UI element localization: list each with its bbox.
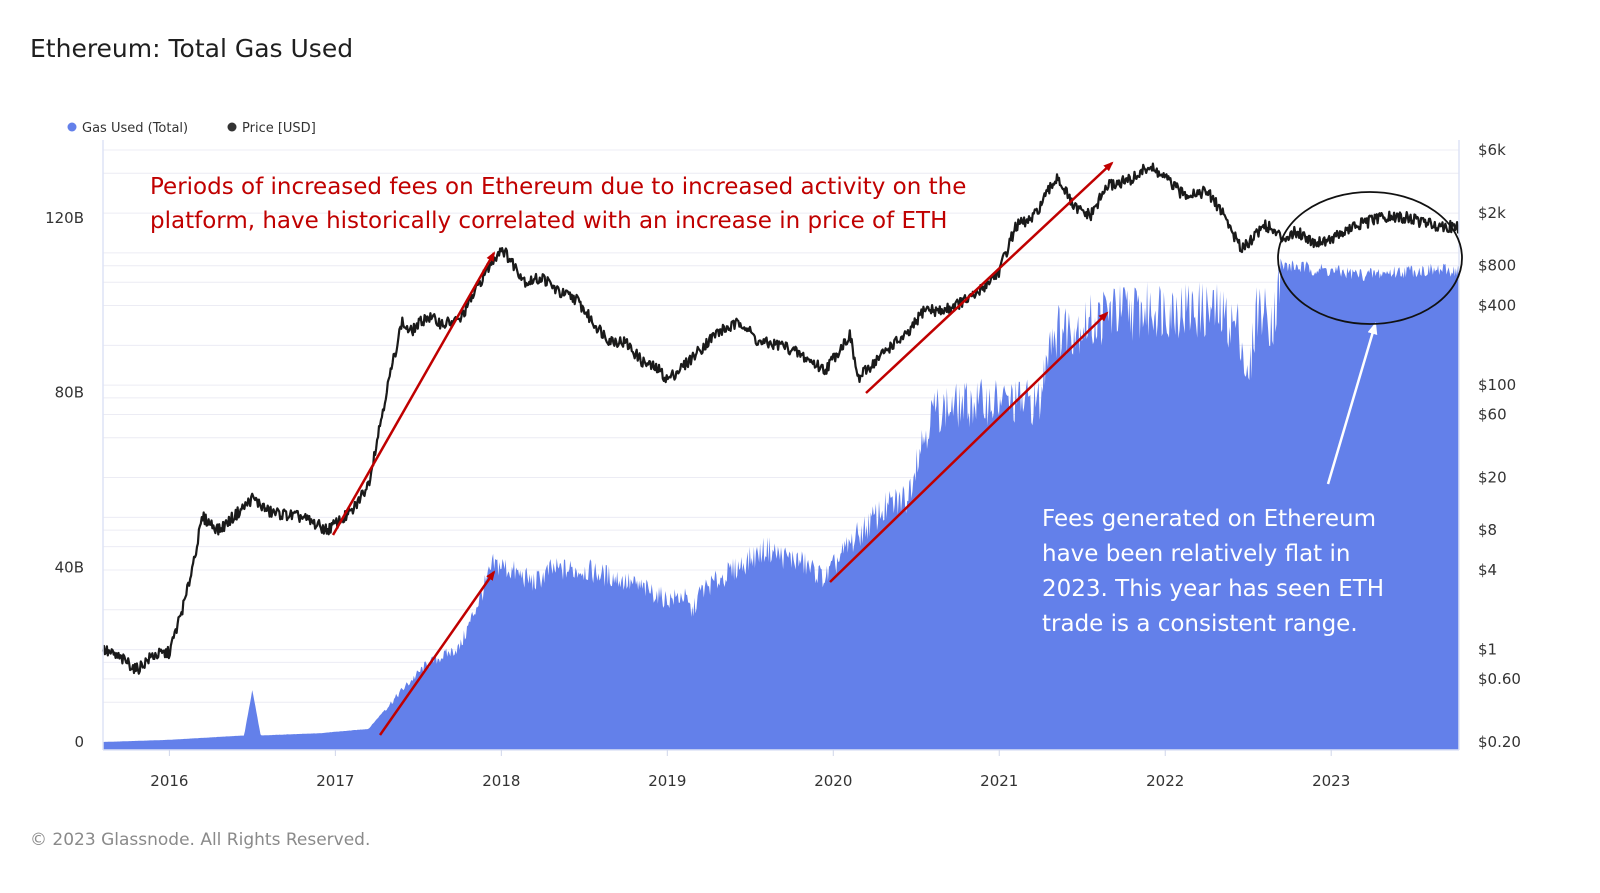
right-tick-label: $400 (1478, 297, 1516, 315)
gas-area-layer (103, 258, 1459, 750)
price-legend-dot (227, 122, 237, 132)
annotation-bottom-line: trade is a consistent range. (1042, 611, 1358, 637)
right-tick-label: $6k (1478, 141, 1506, 159)
left-tick-label: 0 (74, 733, 84, 751)
x-tick-label: 2016 (150, 772, 188, 790)
x-tick-label: 2021 (980, 772, 1018, 790)
left-tick-label: 40B (55, 558, 84, 576)
red-trend-arrow (378, 570, 496, 736)
price-series (101, 162, 1460, 675)
right-tick-label: $1 (1478, 641, 1497, 659)
legend-label: Gas Used (Total) (82, 121, 188, 136)
copyright-footer: © 2023 Glassnode. All Rights Reserved. (30, 830, 371, 850)
right-tick-label: $2k (1478, 204, 1506, 222)
right-tick-label: $60 (1478, 405, 1507, 423)
annotation-bottom-line: have been relatively flat in (1042, 541, 1350, 567)
red-trend-arrow (331, 251, 496, 536)
right-tick-label: $800 (1478, 257, 1516, 275)
annotation-top-line: platform, have historically correlated w… (150, 208, 947, 234)
axes: 0 40B 80B 120B $6k $2k $800 $400 $100 $60 $20 $8 $4 $… (45, 140, 1521, 790)
annotations: Periods of increased fees on Ethereum du… (150, 174, 1384, 637)
chart-legend[interactable]: Gas Used (Total) Price [USD] (67, 121, 316, 136)
annotation-arrows (331, 161, 1463, 736)
left-tick-label: 80B (55, 384, 84, 402)
x-tick-label: 2023 (1312, 772, 1350, 790)
annotation-bottom-line: 2023. This year has seen ETH (1042, 576, 1384, 602)
white-arrow (1326, 322, 1378, 485)
right-tick-label: $8 (1478, 521, 1497, 539)
right-tick-label: $0.60 (1478, 670, 1521, 688)
annotation-top-line: Periods of increased fees on Ethereum du… (150, 174, 966, 200)
legend-label: Price [USD] (242, 121, 316, 136)
chart-title: Ethereum: Total Gas Used (30, 34, 354, 63)
x-tick-label: 2019 (648, 772, 686, 790)
right-tick-label: $4 (1478, 561, 1497, 579)
price-line-layer (101, 162, 1460, 675)
x-tick-label: 2022 (1146, 772, 1184, 790)
red-trend-arrow (829, 311, 1109, 583)
x-tick-label: 2018 (482, 772, 520, 790)
red-trend-arrow (865, 161, 1114, 394)
right-tick-label: $0.20 (1478, 733, 1521, 751)
range-highlight-ellipse (1277, 191, 1463, 325)
left-tick-label: 120B (45, 209, 84, 227)
x-tick-label: 2020 (814, 772, 852, 790)
x-tick-label: 2017 (316, 772, 354, 790)
right-tick-label: $20 (1478, 469, 1507, 487)
gas-legend-dot (67, 122, 77, 132)
gas-used-series (103, 258, 1459, 750)
annotation-bottom-line: Fees generated on Ethereum (1042, 506, 1376, 532)
right-tick-label: $100 (1478, 376, 1516, 394)
